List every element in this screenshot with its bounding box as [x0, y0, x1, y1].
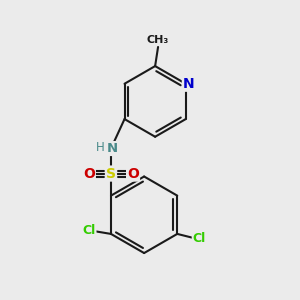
Text: Cl: Cl: [82, 224, 95, 238]
Text: S: S: [106, 167, 116, 181]
Text: O: O: [127, 167, 139, 181]
Text: CH₃: CH₃: [147, 35, 169, 46]
Text: O: O: [83, 167, 95, 181]
Text: N: N: [107, 142, 118, 155]
Text: H: H: [96, 141, 105, 154]
Text: Cl: Cl: [193, 232, 206, 245]
Text: N: N: [183, 77, 194, 91]
